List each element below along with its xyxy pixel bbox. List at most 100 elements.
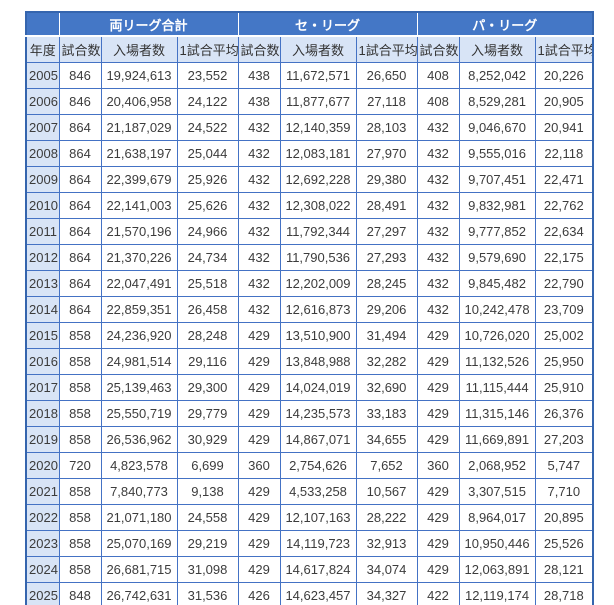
data-cell: 10,726,020	[458, 322, 536, 349]
data-cell: 429	[237, 530, 281, 557]
data-cell: 10,242,478	[458, 296, 536, 323]
table-row: 2018 858 25,550,719 29,779 429 14,235,573 33,1…	[25, 400, 594, 427]
data-cell: 11,877,677	[279, 88, 357, 115]
data-cell: 6,699	[176, 452, 239, 479]
data-cell: 429	[416, 556, 460, 583]
data-cell: 21,370,226	[100, 244, 178, 271]
data-cell: 24,558	[176, 504, 239, 531]
data-cell: 28,718	[534, 582, 594, 605]
data-cell: 858	[58, 374, 102, 401]
table-row: 2009 864 22,399,679 25,926 432 12,692,228 29,3…	[25, 166, 594, 193]
data-cell: 22,399,679	[100, 166, 178, 193]
data-cell: 9,832,981	[458, 192, 536, 219]
column-header-attendance: 入場者数	[279, 35, 357, 63]
data-cell: 28,103	[355, 114, 418, 141]
data-cell: 32,913	[355, 530, 418, 557]
data-cell: 32,282	[355, 348, 418, 375]
data-cell: 25,070,169	[100, 530, 178, 557]
data-cell: 24,236,920	[100, 322, 178, 349]
data-cell: 858	[58, 556, 102, 583]
data-cell: 33,183	[355, 400, 418, 427]
data-cell: 26,742,631	[100, 582, 178, 605]
league-header-both-leagues: 両リーグ合計	[58, 11, 239, 37]
table-row: 2005 846 19,924,613 23,552 438 11,672,571 26,6…	[25, 62, 594, 89]
data-cell: 429	[416, 322, 460, 349]
data-cell: 21,187,029	[100, 114, 178, 141]
data-cell: 9,845,482	[458, 270, 536, 297]
data-cell: 26,650	[355, 62, 418, 89]
data-cell: 12,692,228	[279, 166, 357, 193]
data-cell: 14,024,019	[279, 374, 357, 401]
year-cell: 2016	[25, 348, 60, 375]
data-cell: 14,623,457	[279, 582, 357, 605]
data-cell: 429	[237, 374, 281, 401]
data-cell: 34,655	[355, 426, 418, 453]
year-cell: 2017	[25, 374, 60, 401]
data-cell: 14,119,723	[279, 530, 357, 557]
data-cell: 20,895	[534, 504, 594, 531]
data-cell: 28,491	[355, 192, 418, 219]
data-cell: 429	[416, 374, 460, 401]
data-cell: 846	[58, 88, 102, 115]
data-cell: 25,626	[176, 192, 239, 219]
data-cell: 858	[58, 504, 102, 531]
data-cell: 20,226	[534, 62, 594, 89]
data-cell: 858	[58, 348, 102, 375]
year-cell: 2014	[25, 296, 60, 323]
data-cell: 24,981,514	[100, 348, 178, 375]
data-cell: 23,552	[176, 62, 239, 89]
table-row: 2007 864 21,187,029 24,522 432 12,140,359 28,1…	[25, 114, 594, 141]
data-cell: 432	[237, 140, 281, 167]
data-cell: 14,235,573	[279, 400, 357, 427]
data-cell: 438	[237, 88, 281, 115]
year-cell: 2007	[25, 114, 60, 141]
table-row: 2010 864 22,141,003 25,626 432 12,308,022 28,4…	[25, 192, 594, 219]
data-cell: 25,950	[534, 348, 594, 375]
data-cell: 864	[58, 218, 102, 245]
table-row: 2017 858 25,139,463 29,300 429 14,024,019 32,6…	[25, 374, 594, 401]
data-cell: 20,941	[534, 114, 594, 141]
data-cell: 9,777,852	[458, 218, 536, 245]
data-cell: 429	[416, 478, 460, 505]
year-cell: 2013	[25, 270, 60, 297]
table-row: 2006 846 20,406,958 24,122 438 11,877,677 27,1…	[25, 88, 594, 115]
data-cell: 27,118	[355, 88, 418, 115]
data-cell: 8,964,017	[458, 504, 536, 531]
data-cell: 29,380	[355, 166, 418, 193]
data-cell: 28,248	[176, 322, 239, 349]
year-cell: 2006	[25, 88, 60, 115]
data-cell: 22,047,491	[100, 270, 178, 297]
data-cell: 432	[237, 218, 281, 245]
data-cell: 432	[416, 192, 460, 219]
year-cell: 2023	[25, 530, 60, 557]
data-cell: 29,219	[176, 530, 239, 557]
table-row: 2016 858 24,981,514 29,116 429 13,848,988 32,2…	[25, 348, 594, 375]
data-cell: 10,567	[355, 478, 418, 505]
data-cell: 864	[58, 114, 102, 141]
data-cell: 11,315,146	[458, 400, 536, 427]
data-cell: 2,754,626	[279, 452, 357, 479]
data-cell: 12,616,873	[279, 296, 357, 323]
column-header-per-game-average: 1試合平均	[176, 35, 239, 63]
data-cell: 21,570,196	[100, 218, 178, 245]
data-cell: 25,044	[176, 140, 239, 167]
data-cell: 864	[58, 192, 102, 219]
data-cell: 360	[237, 452, 281, 479]
data-cell: 429	[416, 400, 460, 427]
data-cell: 22,634	[534, 218, 594, 245]
attendance-table: 両リーグ合計 セ・リーグ パ・リーグ 年度 試合数 入場者数 1試合平均 試合数…	[25, 11, 595, 605]
data-cell: 12,119,174	[458, 582, 536, 605]
data-cell: 12,140,359	[279, 114, 357, 141]
data-cell: 432	[416, 270, 460, 297]
data-cell: 10,950,446	[458, 530, 536, 557]
data-cell: 429	[416, 504, 460, 531]
column-header-games: 試合数	[416, 35, 460, 63]
year-cell: 2009	[25, 166, 60, 193]
data-cell: 22,175	[534, 244, 594, 271]
table-row: 2015 858 24,236,920 28,248 429 13,510,900 31,4…	[25, 322, 594, 349]
data-cell: 14,867,071	[279, 426, 357, 453]
year-cell: 2008	[25, 140, 60, 167]
data-cell: 20,406,958	[100, 88, 178, 115]
data-cell: 24,734	[176, 244, 239, 271]
data-cell: 26,681,715	[100, 556, 178, 583]
